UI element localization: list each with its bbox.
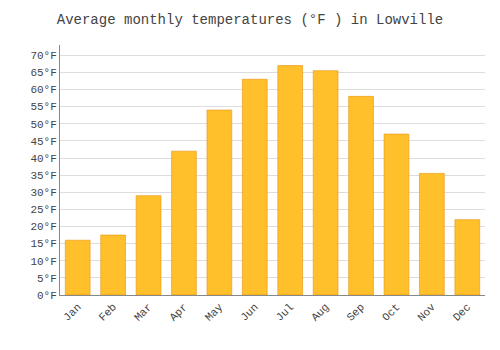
svg-text:Feb: Feb	[97, 301, 119, 323]
svg-text:Dec: Dec	[451, 301, 473, 323]
svg-text:0°F: 0°F	[37, 290, 57, 302]
svg-text:70°F: 70°F	[30, 50, 56, 62]
svg-text:60°F: 60°F	[30, 84, 56, 96]
svg-text:25°F: 25°F	[30, 204, 56, 216]
svg-text:Apr: Apr	[167, 301, 189, 323]
svg-text:30°F: 30°F	[30, 187, 56, 199]
svg-text:5°F: 5°F	[37, 273, 57, 285]
svg-text:May: May	[203, 301, 226, 324]
svg-text:40°F: 40°F	[30, 153, 56, 165]
svg-text:Aug: Aug	[309, 301, 331, 323]
svg-text:55°F: 55°F	[30, 101, 56, 113]
svg-text:Mar: Mar	[132, 301, 154, 323]
svg-text:65°F: 65°F	[30, 67, 56, 79]
svg-text:10°F: 10°F	[30, 256, 56, 268]
svg-text:Average monthly temperatures (: Average monthly temperatures (°F ) in Lo…	[57, 12, 443, 28]
svg-text:Nov: Nov	[415, 301, 438, 324]
svg-text:Jan: Jan	[61, 301, 83, 323]
svg-text:15°F: 15°F	[30, 238, 56, 250]
svg-text:Sep: Sep	[345, 301, 367, 323]
svg-text:Jun: Jun	[238, 301, 260, 323]
svg-text:Oct: Oct	[380, 301, 402, 323]
svg-text:35°F: 35°F	[30, 170, 56, 182]
svg-text:Jul: Jul	[274, 301, 296, 323]
svg-text:20°F: 20°F	[30, 221, 56, 233]
svg-text:45°F: 45°F	[30, 136, 56, 148]
svg-text:50°F: 50°F	[30, 119, 56, 131]
